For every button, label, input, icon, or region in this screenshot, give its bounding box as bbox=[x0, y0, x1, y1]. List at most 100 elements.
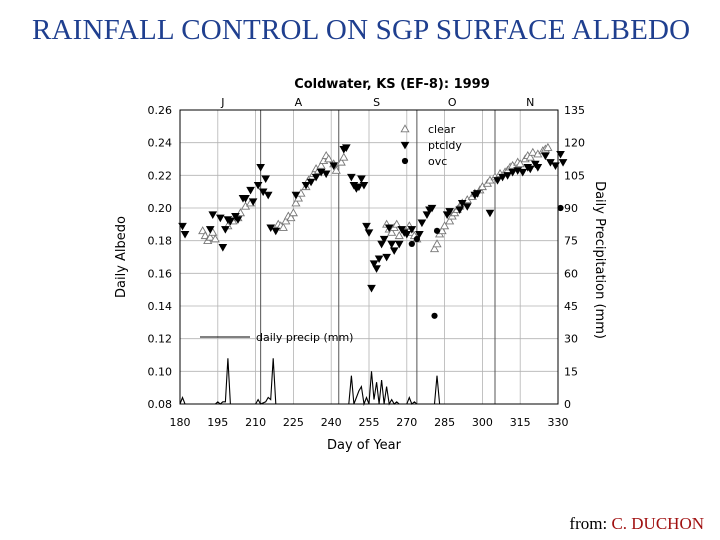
point-clear bbox=[432, 239, 442, 248]
point-ptcldy bbox=[485, 209, 495, 218]
point-ptcldy bbox=[498, 173, 507, 182]
y2-tick-label: 75 bbox=[564, 235, 578, 248]
point-clear bbox=[440, 221, 450, 230]
point-ptcldy bbox=[359, 181, 369, 190]
month-label: S bbox=[373, 96, 380, 109]
point-clear bbox=[429, 244, 440, 253]
month-label: J bbox=[220, 96, 224, 109]
y2-tick-label: 15 bbox=[564, 365, 578, 378]
point-ptcldy bbox=[301, 181, 311, 190]
y2-axis-title: Daily Precipitation (mm) bbox=[592, 181, 607, 339]
point-clear bbox=[286, 213, 296, 222]
point-ptcldy bbox=[321, 170, 331, 179]
point-ptcldy bbox=[329, 162, 339, 170]
point-ovc bbox=[431, 312, 438, 319]
point-ptcldy bbox=[178, 222, 187, 231]
point-ptcldy bbox=[253, 181, 263, 190]
point-ptcldy bbox=[503, 172, 512, 180]
point-ptcldy bbox=[417, 219, 427, 228]
point-clear bbox=[324, 154, 334, 163]
point-clear bbox=[331, 165, 341, 174]
slide-title: RAINFALL CONTROL ON SGP SURFACE ALBEDO bbox=[32, 14, 691, 46]
point-ptcldy bbox=[556, 150, 565, 159]
y2-tick-label: 90 bbox=[564, 202, 578, 215]
precip-line bbox=[179, 358, 558, 407]
y2-tick-label: 60 bbox=[564, 267, 578, 280]
x-tick-label: 330 bbox=[548, 416, 569, 429]
point-clear bbox=[387, 227, 397, 236]
point-clear bbox=[336, 157, 346, 166]
credit-prefix: from: bbox=[569, 514, 608, 533]
point-clear bbox=[339, 152, 349, 161]
point-ptcldy bbox=[427, 204, 437, 213]
legend-marker-ptcldy bbox=[400, 141, 410, 150]
point-ptcldy bbox=[415, 230, 424, 239]
point-ptcldy bbox=[402, 230, 412, 239]
credit-line: from: C. DUCHON bbox=[569, 514, 704, 534]
legend: clear ptcldy ovc daily precip (mm) bbox=[200, 123, 462, 344]
legend-marker-clear bbox=[400, 124, 410, 133]
series-group bbox=[178, 142, 568, 407]
point-ptcldy bbox=[291, 191, 301, 200]
y-tick-label: 0.12 bbox=[148, 333, 173, 346]
x-tick-label: 315 bbox=[510, 416, 531, 429]
x-tick-label: 255 bbox=[359, 416, 380, 429]
point-clear bbox=[437, 226, 447, 235]
y2-tick-label: 30 bbox=[564, 333, 578, 346]
month-label: N bbox=[526, 96, 534, 109]
point-ptcldy bbox=[525, 165, 535, 174]
point-ptcldy bbox=[551, 162, 560, 170]
point-ptcldy bbox=[407, 226, 417, 234]
point-clear bbox=[200, 231, 210, 240]
point-ptcldy bbox=[462, 203, 472, 211]
point-clear bbox=[515, 159, 525, 168]
point-ptcldy bbox=[221, 226, 230, 234]
y2-tick-label: 120 bbox=[564, 137, 585, 150]
point-ptcldy bbox=[455, 206, 465, 215]
point-ptcldy bbox=[364, 229, 374, 237]
point-ptcldy bbox=[387, 240, 396, 249]
point-ptcldy bbox=[271, 227, 281, 236]
point-clear bbox=[525, 152, 535, 161]
point-ptcldy bbox=[226, 217, 235, 226]
point-ptcldy bbox=[394, 240, 404, 249]
y-tick-label: 0.24 bbox=[148, 137, 173, 150]
point-ptcldy bbox=[377, 240, 386, 249]
x-tick-label: 270 bbox=[396, 416, 417, 429]
y2-tick-label: 0 bbox=[564, 398, 571, 411]
point-clear bbox=[210, 234, 220, 243]
y-tick-label: 0.08 bbox=[148, 398, 173, 411]
point-ptcldy bbox=[379, 235, 389, 244]
point-clear bbox=[316, 160, 326, 169]
legend-label-precip: daily precip (mm) bbox=[256, 331, 353, 344]
point-ptcldy bbox=[445, 208, 454, 216]
point-ptcldy bbox=[233, 216, 243, 224]
point-ovc bbox=[413, 235, 420, 243]
point-clear bbox=[392, 219, 402, 228]
x-tick-label: 210 bbox=[245, 416, 266, 429]
point-ptcldy bbox=[372, 265, 381, 273]
point-ptcldy bbox=[246, 186, 255, 195]
y2-tick-label: 45 bbox=[564, 300, 578, 313]
point-ptcldy bbox=[342, 144, 351, 152]
point-ptcldy bbox=[518, 168, 528, 177]
grid bbox=[179, 109, 559, 405]
y-axis-title: Daily Albedo bbox=[114, 216, 129, 298]
point-ptcldy bbox=[357, 175, 366, 184]
point-ptcldy bbox=[422, 211, 432, 219]
point-ptcldy bbox=[256, 164, 265, 172]
point-ptcldy bbox=[382, 253, 391, 262]
legend-marker-ovc bbox=[401, 157, 409, 165]
y-tick-label: 0.20 bbox=[148, 202, 173, 215]
point-clear bbox=[205, 232, 215, 241]
y-tick-label: 0.14 bbox=[148, 300, 173, 313]
x-tick-label: 195 bbox=[207, 416, 228, 429]
point-clear bbox=[528, 147, 538, 156]
y-tick-label: 0.10 bbox=[148, 365, 173, 378]
point-ptcldy bbox=[362, 222, 371, 231]
y-tick-label: 0.22 bbox=[148, 169, 173, 182]
x-tick-label: 240 bbox=[321, 416, 342, 429]
y2-tick-label: 105 bbox=[564, 169, 585, 182]
credit-name: C. DUCHON bbox=[611, 514, 704, 533]
